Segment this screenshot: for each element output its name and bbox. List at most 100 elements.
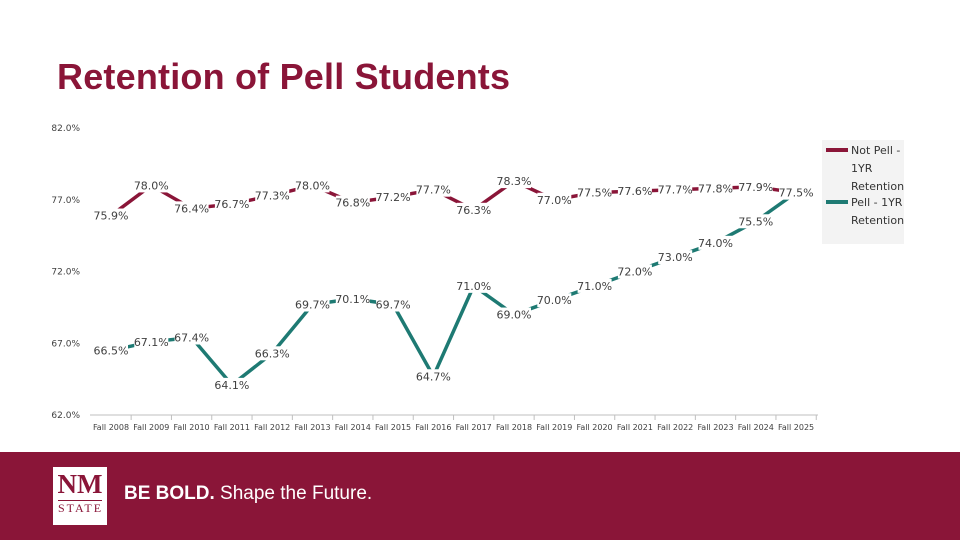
data-label-bg — [255, 188, 290, 203]
footer-bar — [0, 452, 960, 540]
data-label-bg — [537, 293, 572, 308]
x-tick-label: Fall 2021 — [617, 423, 653, 432]
x-tick-label: Fall 2024 — [738, 423, 774, 432]
data-label-bg — [537, 192, 572, 207]
data-label-bg — [214, 377, 249, 392]
tagline-bold: BE BOLD. — [124, 483, 215, 504]
data-label-bg — [577, 278, 612, 293]
data-label-bg — [658, 182, 693, 197]
logo-state-text: STATE — [58, 500, 104, 515]
x-tick-label: Fall 2019 — [536, 423, 572, 432]
data-label-bg — [376, 297, 411, 312]
y-tick-label: 62.0% — [51, 411, 80, 421]
data-label-bg — [416, 369, 451, 384]
data-label-bg — [295, 297, 330, 312]
pell-data-label: 67.4% — [174, 332, 209, 345]
data-label-bg — [779, 185, 814, 200]
x-tick-label: Fall 2020 — [577, 423, 613, 432]
not-pell-data-label: 76.4% — [174, 202, 209, 215]
data-label-bg — [214, 197, 249, 212]
pell-data-label: 66.3% — [255, 347, 290, 360]
y-axis: 82.0% 77.0% 72.0% 67.0% 62.0% — [51, 124, 80, 421]
data-label-bg — [456, 202, 491, 217]
tagline-rest: Shape the Future. — [214, 483, 373, 504]
legend-item-not-pell: Not Pell - 1YR Retention — [826, 142, 907, 196]
data-label-bg — [134, 334, 169, 349]
data-label-bg — [698, 235, 733, 250]
not-pell-data-label: 78.3% — [497, 175, 532, 188]
not-pell-data-label: 77.6% — [617, 185, 652, 198]
data-label-bg — [134, 178, 169, 193]
data-label-bg — [617, 264, 652, 279]
nmsu-logo: NM STATE — [53, 467, 107, 525]
data-label-bg — [335, 291, 370, 306]
x-tick-label: Fall 2010 — [174, 423, 210, 432]
pell-data-label: 69.7% — [376, 299, 411, 312]
x-tick-label: Fall 2009 — [133, 423, 169, 432]
pell-data-label: 70.0% — [537, 294, 572, 307]
pell-data-label: 69.7% — [295, 299, 330, 312]
data-label-bg — [255, 346, 290, 361]
y-tick-label: 72.0% — [51, 268, 80, 278]
data-label-bg — [416, 182, 451, 197]
pell-data-label: 64.7% — [416, 370, 451, 383]
data-labels: 75.9% 78.0% 76.4% 76.7% 77.3% 78.0% 76.8% 77.2%… — [94, 174, 814, 392]
x-tick-label: Fall 2011 — [214, 423, 250, 432]
x-tick-label: Fall 2022 — [657, 423, 693, 432]
pell-data-label: 72.0% — [617, 266, 652, 279]
data-label-bg — [94, 208, 128, 223]
not-pell-data-label: 75.9% — [94, 210, 129, 223]
x-tick-label: Fall 2018 — [496, 423, 532, 432]
not-pell-data-label: 77.7% — [658, 184, 693, 197]
x-tick-label: Fall 2025 — [778, 423, 814, 432]
x-tick-label: Fall 2023 — [697, 423, 733, 432]
x-tick-label: Fall 2008 — [93, 423, 129, 432]
data-label-bg — [94, 343, 128, 358]
y-tick-label: 67.0% — [51, 339, 80, 349]
data-label-bg — [335, 195, 370, 210]
not-pell-data-label: 77.7% — [416, 184, 451, 197]
page-title: Retention of Pell Students — [57, 56, 511, 97]
y-tick-label: 82.0% — [51, 124, 80, 134]
data-label-bg — [376, 189, 411, 204]
x-tick-label: Fall 2016 — [415, 423, 451, 432]
data-label-bg — [698, 181, 733, 196]
y-tick-label: 77.0% — [51, 196, 80, 206]
chart-legend: Not Pell - 1YR Retention Pell - 1YR Rete… — [822, 140, 904, 244]
data-label-bg — [497, 307, 531, 322]
x-axis: Fall 2008 Fall 2009 Fall 2010 Fall 2011 Fall… — [93, 415, 817, 432]
pell-data-label: 71.0% — [456, 280, 491, 293]
x-tick-label: Fall 2013 — [294, 423, 330, 432]
not-pell-data-label: 76.7% — [214, 198, 249, 211]
not-pell-data-label: 78.0% — [295, 179, 330, 192]
data-label-bg — [174, 330, 209, 345]
not-pell-data-label: 76.3% — [456, 204, 491, 217]
data-label-bg — [658, 250, 693, 265]
pell-data-label: 75.5% — [738, 215, 773, 228]
pell-data-label: 69.0% — [497, 309, 532, 322]
data-label-bg — [497, 174, 531, 189]
data-label-bg — [577, 185, 612, 200]
not-pell-data-label: 77.9% — [738, 181, 773, 194]
data-label-bg — [295, 178, 330, 193]
pell-data-label: 73.0% — [658, 251, 693, 264]
data-label-bg — [174, 201, 209, 216]
not-pell-data-label: 77.0% — [537, 194, 572, 207]
pell-data-label: 74.0% — [698, 237, 733, 250]
pell-data-label: 64.1% — [214, 379, 249, 392]
x-tick-label: Fall 2017 — [456, 423, 492, 432]
series-lines — [109, 179, 798, 387]
x-tick-label: Fall 2012 — [254, 423, 290, 432]
retention-line-chart: 82.0%77.0%72.0%67.0%62.0% Fall 2008 Fall … — [51, 124, 818, 432]
pell-data-label: 66.5% — [94, 344, 129, 357]
data-label-bg — [738, 179, 773, 194]
footer-tagline: BE BOLD. Shape the Future. — [124, 483, 372, 505]
x-tick-label: Fall 2014 — [335, 423, 371, 432]
not-pell-data-label: 77.5% — [577, 187, 612, 200]
legend-item-pell: Pell - 1YR Retention — [826, 194, 907, 230]
data-label-bg — [456, 278, 491, 293]
data-label-bg — [617, 184, 652, 199]
legend-label-not-pell: Not Pell - 1YR Retention — [851, 144, 905, 193]
data-label-bg — [738, 214, 773, 229]
not-pell-data-label: 77.8% — [698, 182, 733, 195]
